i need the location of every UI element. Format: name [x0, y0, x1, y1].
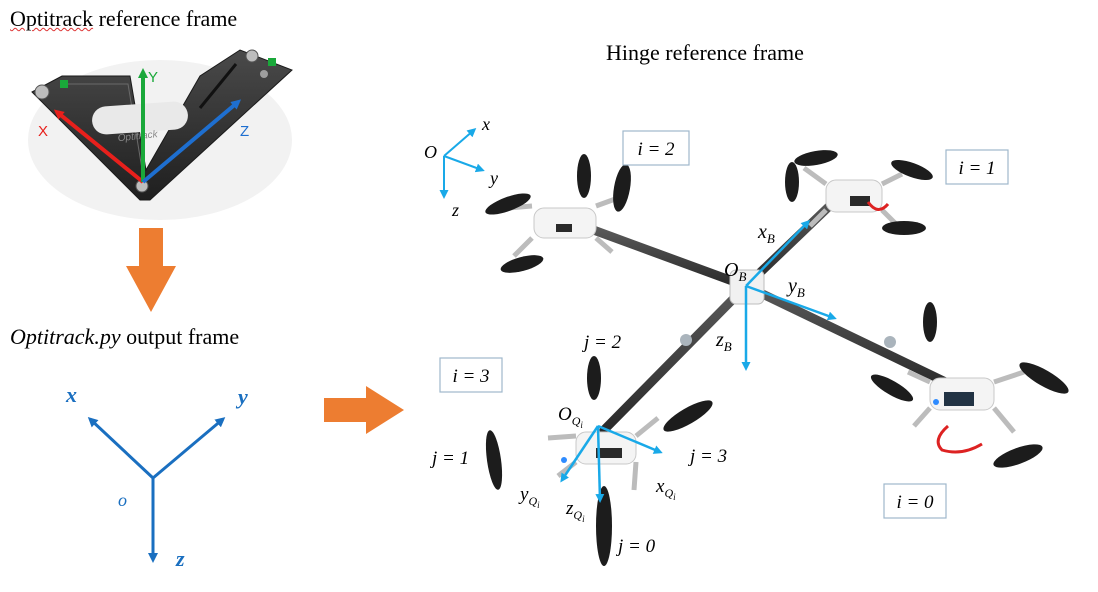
drone-3 [485, 356, 713, 566]
output-z-label: z [175, 546, 185, 571]
quad-y-letter: y [518, 484, 529, 505]
hinge-index-labels: j = 2 j = 1 j = 3 j = 0 [429, 332, 727, 557]
arm-to-drone-3 [599, 281, 751, 435]
quad-origin-sub: Q [572, 414, 581, 428]
plate-z-axis [141, 99, 242, 184]
hinge-marker [884, 336, 896, 348]
quad-origin-index: i [580, 420, 583, 430]
body-y-sub: B [797, 285, 805, 300]
body-y-letter: y [786, 275, 797, 297]
quad-x-sub: Q [664, 486, 673, 500]
quad-origin-label: OQi [558, 404, 583, 430]
quad-y-sub: Q [528, 494, 537, 508]
plate-x-label: X [38, 123, 48, 140]
world-frame-axes: O x y z [424, 114, 498, 220]
quad-z-index: i [582, 514, 585, 524]
quad-y-label: yQi [518, 484, 540, 510]
drone-0 [870, 302, 1069, 468]
output-frame-axes: x y z o [65, 382, 248, 571]
body-frame-axes: OB xB yB zB [715, 219, 837, 371]
optitrack-frame-title: Optitrack reference frame [10, 6, 237, 32]
calibration-square-image: Optitrack [28, 49, 293, 220]
hinge-label-j1: j = 1 [429, 448, 469, 469]
quad-z-label: zQi [565, 498, 585, 524]
body-x-letter: x [757, 221, 767, 243]
drone-label-i2: i = 2 [637, 139, 675, 160]
body-x-sub: B [767, 231, 775, 246]
hinge-label-j2: j = 2 [581, 332, 622, 353]
down-arrow-icon [126, 228, 176, 312]
body-origin-letter: O [724, 259, 738, 281]
body-z-letter: z [715, 329, 724, 351]
output-y-axis [152, 417, 226, 480]
drone-2 [485, 154, 631, 273]
quad-x-letter: x [655, 476, 665, 497]
hinge-label-j3: j = 3 [687, 446, 727, 467]
quad-z-sub: Q [573, 508, 582, 522]
quad-z-letter: z [565, 498, 574, 519]
body-origin-sub: B [738, 269, 746, 284]
quad-frame-axes: OQi xQi yQi zQi [518, 404, 676, 524]
quad-x-index: i [673, 492, 676, 502]
optitrack-word: Optitrack [10, 6, 94, 31]
plate-brand-text: Optitrack [117, 129, 159, 144]
world-x-label: x [481, 114, 490, 134]
quad-y-index: i [537, 500, 540, 510]
world-y-label: y [488, 168, 498, 188]
output-frame-title: Optitrack.py output frame [10, 324, 239, 350]
drone-label-i1: i = 1 [958, 158, 995, 179]
output-x-label: x [65, 382, 77, 407]
drone-label-i3: i = 3 [452, 366, 489, 387]
output-y-label: y [235, 384, 248, 409]
drone-1 [785, 150, 933, 235]
body-origin-label: OB [724, 259, 746, 284]
body-z-label: zB [715, 329, 732, 354]
drone-index-labels: i = 2 i = 1 i = 3 i = 0 [439, 130, 1009, 519]
output-x-axis [87, 416, 155, 480]
quad-origin-letter: O [558, 404, 572, 425]
body-x-label: xB [757, 221, 775, 246]
plate-y-label: Y [148, 69, 158, 86]
drone-label-i0: i = 0 [896, 492, 934, 513]
hinge-label-j0: j = 0 [615, 536, 656, 557]
quad-x-label: xQi [655, 476, 676, 502]
arm-to-drone-2 [583, 223, 751, 291]
arm-to-drone-0 [741, 281, 963, 393]
hinge-marker [680, 334, 692, 346]
optitrack-title-rest: reference frame [93, 6, 238, 31]
body-z-sub: B [724, 339, 732, 354]
world-origin-label: O [424, 142, 437, 162]
output-origin-label: o [118, 490, 127, 510]
hinge-frame-title: Hinge reference frame [606, 40, 804, 65]
right-arrow-icon [324, 386, 404, 434]
plate-x-axis [53, 109, 145, 184]
output-script-name: Optitrack.py [10, 324, 121, 349]
body-y-label: yB [786, 275, 805, 300]
world-z-label: z [451, 200, 459, 220]
output-title-rest: output frame [120, 324, 240, 349]
plate-axes: X Y Z [38, 68, 249, 184]
plate-z-label: Z [240, 123, 249, 140]
